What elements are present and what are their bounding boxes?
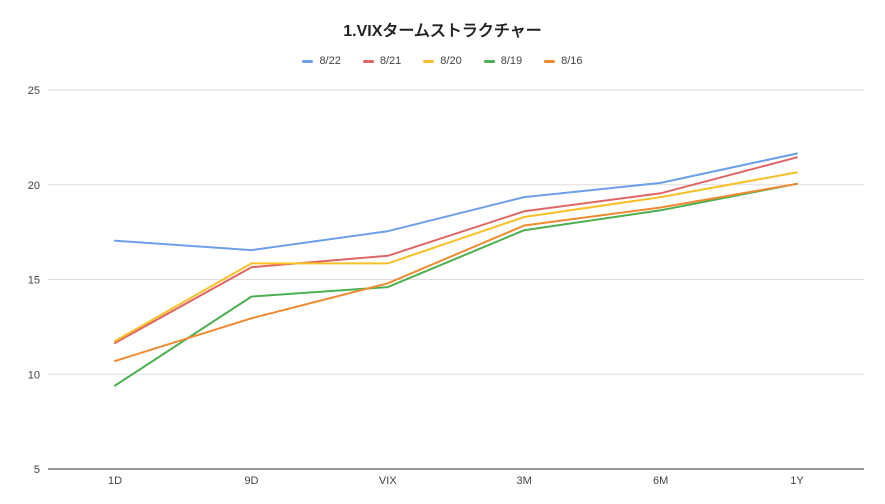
- y-tick-label: 15: [28, 275, 40, 287]
- chart-title: 1.VIXタームストラクチャー: [343, 23, 542, 40]
- x-tick-label: VIX: [379, 475, 397, 487]
- series-line-8-21: [114, 156, 798, 344]
- series-line-8-19: [114, 182, 798, 387]
- legend-label: 8/20: [440, 55, 462, 67]
- x-tick-label: 6M: [653, 475, 668, 487]
- series-line-8-16: [114, 182, 798, 362]
- legend-item: 8/16: [544, 55, 583, 67]
- x-tick-label: 9D: [244, 475, 258, 487]
- legend-swatch: [302, 59, 314, 63]
- legend-label: 8/22: [319, 55, 341, 67]
- x-tick-label: 3M: [517, 475, 532, 487]
- legend-item: 8/19: [483, 55, 523, 67]
- legend-item: 8/22: [302, 55, 341, 67]
- x-tick-label: 1Y: [790, 475, 804, 487]
- legend-swatch: [362, 59, 374, 63]
- series-line-8-20: [114, 171, 798, 343]
- legend-label: 8/16: [561, 55, 583, 67]
- legend: 8/22 8/21 8/20 8/19 8/16: [0, 55, 885, 67]
- legend-item: 8/21: [362, 55, 402, 67]
- series-line-8-22: [114, 152, 798, 252]
- y-tick-label: 10: [28, 369, 40, 381]
- y-tick-label: 5: [34, 464, 40, 476]
- legend-label: 8/21: [379, 55, 402, 67]
- y-tick-label: 25: [28, 85, 40, 97]
- legend-label: 8/19: [500, 55, 523, 67]
- x-tick-label: 1D: [108, 475, 122, 487]
- y-tick-label: 20: [28, 180, 40, 192]
- legend-swatch: [423, 59, 435, 63]
- legend-item: 8/20: [423, 55, 462, 67]
- legend-swatch: [483, 59, 495, 63]
- legend-swatch: [544, 59, 556, 63]
